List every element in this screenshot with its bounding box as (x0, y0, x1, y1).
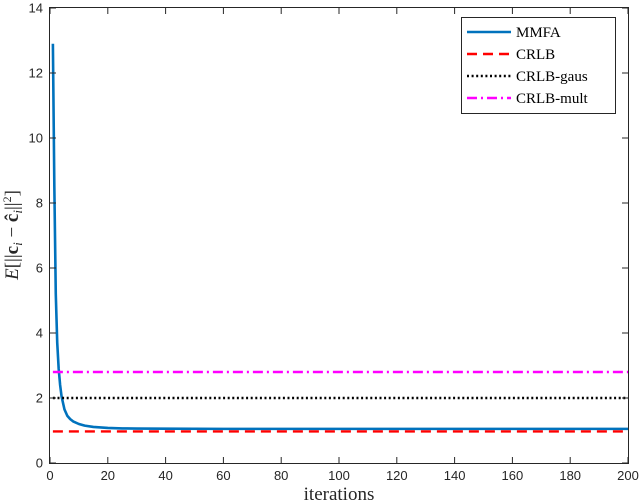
legend-label: MMFA (516, 25, 561, 41)
x-tick-label: 200 (617, 468, 639, 483)
x-tick-label: 20 (101, 468, 115, 483)
x-tick-label: 100 (328, 468, 350, 483)
legend: MMFA CRLB CRLB-gaus CRLB-mult (461, 17, 616, 114)
y-tick-label: 12 (29, 66, 43, 81)
x-tick-label: 120 (386, 468, 408, 483)
svg-text:E[||ci − ĉi||2]: E[||ci − ĉi||2] (0, 190, 25, 281)
x-tick-label: 0 (46, 468, 53, 483)
y-tick-label: 2 (36, 391, 43, 406)
y-tick-label: 4 (36, 326, 43, 341)
y-tick-label: 6 (36, 261, 43, 276)
y-tick-label: 14 (29, 1, 43, 16)
y-axis-title: E[||ci − ĉi||2] (0, 190, 25, 281)
plot-frame (49, 7, 629, 464)
y-tick-label: 0 (36, 456, 43, 471)
x-tick-label: 40 (158, 468, 172, 483)
y-tick-label: 8 (36, 196, 43, 211)
x-tick-label: 60 (216, 468, 230, 483)
x-tick-label: 140 (444, 468, 466, 483)
y-tick-label: 10 (29, 131, 43, 146)
legend-label: CRLB-gaus (516, 69, 588, 85)
x-tick-label: 80 (274, 468, 288, 483)
x-tick-label: 160 (502, 468, 524, 483)
legend-label: CRLB-mult (516, 91, 589, 107)
legend-label: CRLB (516, 47, 555, 63)
x-tick-label: 180 (559, 468, 581, 483)
x-axis-title: iterations (304, 484, 375, 504)
